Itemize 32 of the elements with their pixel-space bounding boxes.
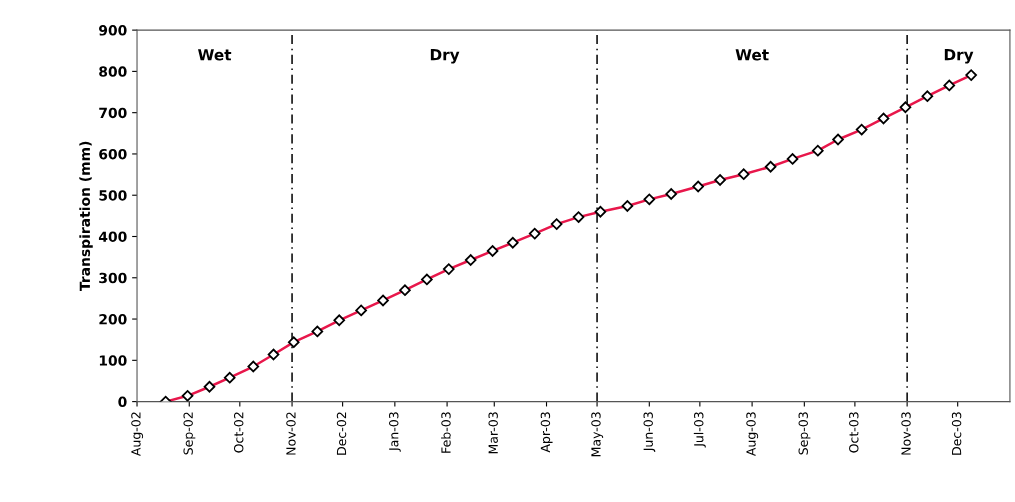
y-tick-label: 0 <box>118 396 127 408</box>
annotation: Wet <box>735 49 769 61</box>
x-tick-label: Sep-03 <box>798 412 811 455</box>
x-tick-label: Sep-02 <box>183 412 196 455</box>
x-tick-label: Oct-03 <box>849 412 859 453</box>
annotation: Dry <box>430 49 460 64</box>
annotation: Wet <box>198 49 232 61</box>
y-axis-title: Transpiration (mm) <box>79 141 93 292</box>
x-tick-label: Nov-03 <box>901 412 911 455</box>
x-tick-label: Aug-03 <box>746 412 759 457</box>
x-tick-label: Jan-03 <box>389 412 401 452</box>
x-tick-label: May-03 <box>591 412 604 457</box>
y-tick-label: 200 <box>99 314 127 325</box>
x-tick-label: Oct-02 <box>233 412 244 453</box>
y-tick-label: 700 <box>99 107 127 119</box>
y-tick-label: 900 <box>99 25 127 36</box>
x-tick-label: Aug-02 <box>131 412 144 457</box>
y-tick-label: 500 <box>99 190 127 201</box>
y-tick-label: 400 <box>98 231 127 242</box>
x-tick-label: Dec-02 <box>336 412 347 455</box>
y-tick-label: 600 <box>99 148 127 160</box>
x-tick-label: Nov-02 <box>286 412 296 455</box>
x-tick-label: Mar-03 <box>488 412 498 454</box>
y-tick-label: 100 <box>99 355 127 366</box>
y-tick-label: 800 <box>99 66 127 77</box>
x-tick-label: Dec-03 <box>951 412 962 455</box>
y-tick-label: 300 <box>99 272 127 284</box>
x-tick-label: Jun-03 <box>643 412 656 452</box>
x-tick-label: Apr-03 <box>540 412 553 453</box>
x-tick-label: Jul-03 <box>693 412 706 448</box>
annotation: Dry <box>944 49 974 64</box>
x-tick-label: Feb-03 <box>441 412 451 453</box>
